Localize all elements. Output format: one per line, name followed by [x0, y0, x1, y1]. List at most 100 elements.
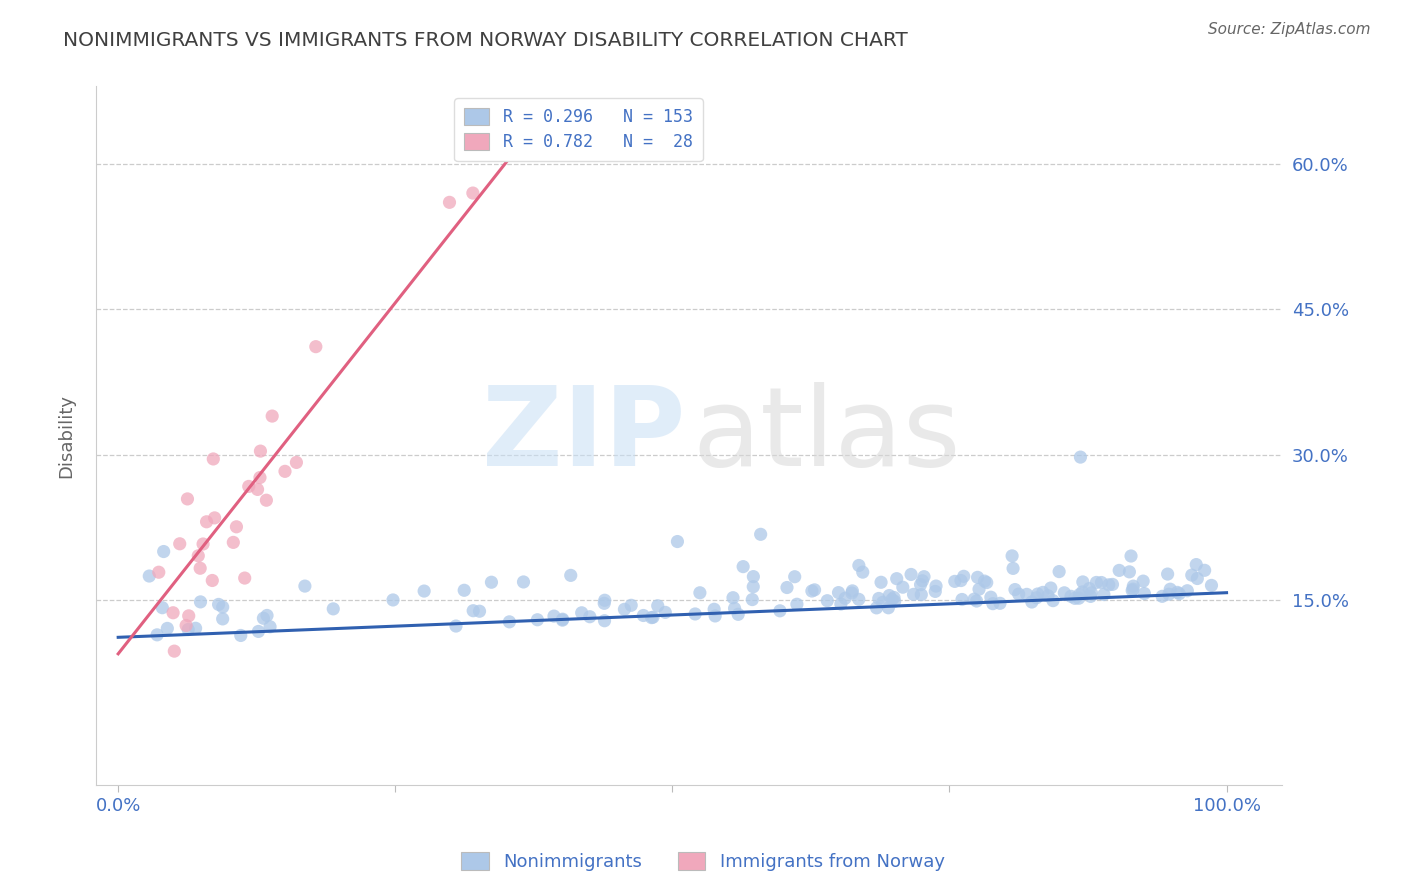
Point — [1002, 561, 1025, 575]
Point — [980, 590, 1002, 604]
Point — [229, 628, 252, 642]
Point — [911, 574, 934, 588]
Point — [259, 620, 281, 634]
Point — [1090, 575, 1112, 590]
Point — [238, 479, 260, 493]
Point — [274, 464, 297, 478]
Point — [981, 597, 1004, 611]
Point — [848, 592, 870, 607]
Point — [870, 575, 893, 590]
Point — [703, 602, 725, 616]
Point — [512, 574, 534, 589]
Point — [865, 600, 887, 615]
Point — [1053, 586, 1076, 600]
Point — [749, 527, 772, 541]
Point — [526, 613, 548, 627]
Point — [872, 595, 894, 609]
Point — [222, 535, 245, 549]
Point — [1201, 578, 1223, 592]
Point — [463, 604, 485, 618]
Point — [1187, 572, 1209, 586]
Point — [868, 591, 890, 606]
Point — [190, 595, 212, 609]
Point — [252, 611, 274, 625]
Legend: R = 0.296   N = 153, R = 0.782   N =  28: R = 0.296 N = 153, R = 0.782 N = 28 — [454, 98, 703, 161]
Point — [1021, 595, 1043, 609]
Point — [647, 599, 669, 613]
Point — [891, 580, 914, 594]
Point — [146, 628, 169, 642]
Point — [551, 613, 574, 627]
Point — [195, 515, 218, 529]
Point — [641, 610, 664, 624]
Point — [593, 596, 616, 610]
Point — [721, 591, 744, 605]
Point — [742, 569, 765, 583]
Point — [886, 572, 908, 586]
Point — [654, 606, 676, 620]
Point — [1181, 568, 1204, 582]
Point — [285, 455, 308, 469]
Point — [966, 594, 988, 608]
Point — [834, 591, 856, 606]
Point — [1032, 585, 1054, 599]
Legend: Nonimmigrants, Immigrants from Norway: Nonimmigrants, Immigrants from Norway — [454, 845, 952, 879]
Point — [620, 599, 643, 613]
Text: atlas: atlas — [693, 382, 962, 489]
Point — [256, 608, 278, 623]
Point — [841, 583, 863, 598]
Point — [184, 621, 207, 635]
Point — [1008, 587, 1031, 601]
Point — [1133, 586, 1156, 600]
Point — [912, 570, 935, 584]
Point — [683, 607, 706, 621]
Point — [1159, 582, 1181, 597]
Point — [176, 491, 198, 506]
Point — [1025, 591, 1047, 605]
Point — [633, 608, 655, 623]
Point — [1156, 567, 1178, 582]
Point — [815, 593, 838, 607]
Point — [786, 597, 808, 611]
Point — [1101, 577, 1123, 591]
Point — [247, 624, 270, 639]
Point — [1069, 588, 1091, 602]
Point — [461, 186, 484, 200]
Point — [877, 600, 900, 615]
Point — [742, 580, 765, 594]
Point — [963, 592, 986, 607]
Point — [1015, 587, 1038, 601]
Point — [382, 593, 405, 607]
Point — [1194, 563, 1216, 577]
Point — [733, 559, 755, 574]
Point — [177, 623, 200, 637]
Point — [1047, 565, 1070, 579]
Point — [1098, 578, 1121, 592]
Point — [924, 584, 946, 599]
Point — [640, 610, 662, 624]
Point — [967, 582, 990, 597]
Point — [1063, 591, 1085, 606]
Point — [249, 444, 271, 458]
Point — [152, 544, 174, 558]
Point — [204, 511, 226, 525]
Point — [783, 570, 806, 584]
Point — [910, 577, 932, 591]
Point — [976, 575, 998, 590]
Point — [776, 581, 799, 595]
Point — [543, 609, 565, 624]
Point — [1118, 565, 1140, 579]
Point — [162, 606, 184, 620]
Point — [187, 549, 209, 563]
Y-axis label: Disability: Disability — [58, 393, 75, 477]
Point — [1085, 575, 1108, 590]
Point — [852, 565, 875, 579]
Point — [571, 606, 593, 620]
Point — [973, 574, 995, 588]
Point — [903, 587, 925, 601]
Point — [966, 570, 988, 584]
Point — [952, 569, 974, 583]
Point — [163, 644, 186, 658]
Point — [1092, 588, 1115, 602]
Point — [249, 470, 271, 484]
